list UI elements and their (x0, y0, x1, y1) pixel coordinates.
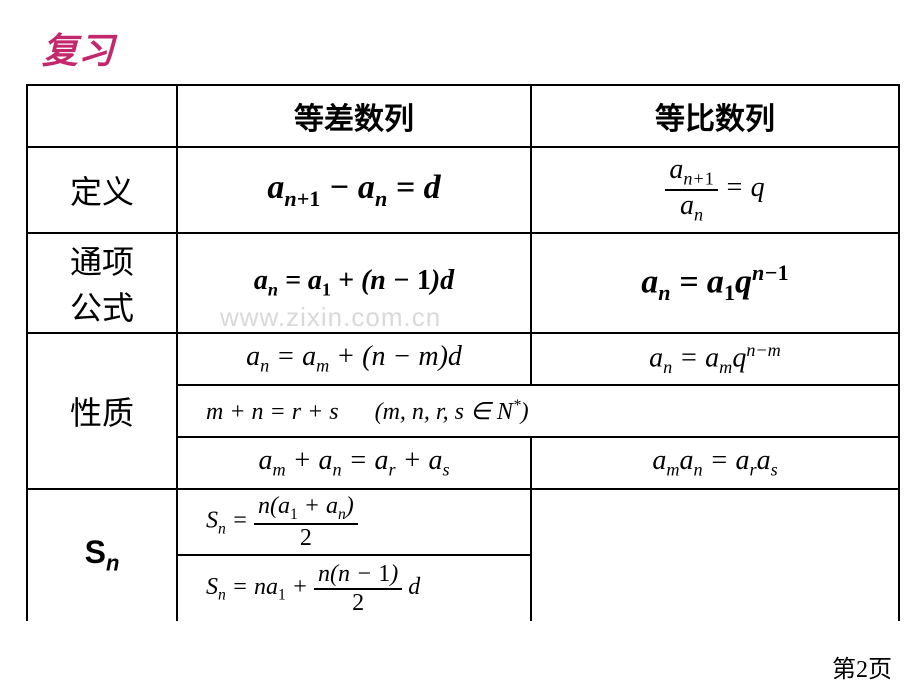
formula-def-gp: an+1an = q (531, 147, 899, 233)
formula-sn-gp (531, 489, 899, 621)
comparison-table: 等差数列 等比数列 定义 an+1 − an = d an+1an = q 通项… (26, 84, 898, 621)
formula-sn2-ap: Sn = na1 + n(n − 1)2 d (177, 555, 531, 621)
definition-row: 定义 an+1 − an = d an+1an = q (27, 147, 899, 233)
label-general-term-1: 通项 (28, 237, 176, 283)
sequence-table: 等差数列 等比数列 定义 an+1 − an = d an+1an = q 通项… (26, 84, 900, 621)
formula-prop2-cond: m + n = r + s (m, n, r, s ∈ N*) (177, 385, 899, 437)
formula-term-ap: an = a1 + (n − 1)d (177, 233, 531, 333)
header-geometric: 等比数列 (531, 85, 899, 147)
header-empty (27, 85, 177, 147)
formula-prop3-gp: aman = aras (531, 437, 899, 489)
header-arithmetic: 等差数列 (177, 85, 531, 147)
sn-symbol: Sn (85, 534, 120, 570)
formula-def-ap: an+1 − an = d (177, 147, 531, 233)
label-general-term-2: 公式 (28, 283, 176, 329)
formula-term-gp: an = a1qn−1 (531, 233, 899, 333)
formula-prop1-ap: an = am + (n − m)d (177, 333, 531, 385)
label-definition: 定义 (27, 147, 177, 233)
label-property: 性质 (27, 333, 177, 489)
table-header-row: 等差数列 等比数列 (27, 85, 899, 147)
formula-prop3-ap: am + an = ar + as (177, 437, 531, 489)
page-title: 复习 (42, 22, 114, 74)
sn-row-1: Sn Sn = n(a1 + an)2 (27, 489, 899, 555)
label-general-term: 通项 公式 (27, 233, 177, 333)
property-row-1: 性质 an = am + (n − m)d an = amqn−m (27, 333, 899, 385)
page-number: 第2页 (832, 649, 892, 684)
formula-prop1-gp: an = amqn−m (531, 333, 899, 385)
formula-sn1-ap: Sn = n(a1 + an)2 (177, 489, 531, 555)
label-sn: Sn (27, 489, 177, 621)
general-term-row: 通项 公式 an = a1 + (n − 1)d an = a1qn−1 (27, 233, 899, 333)
